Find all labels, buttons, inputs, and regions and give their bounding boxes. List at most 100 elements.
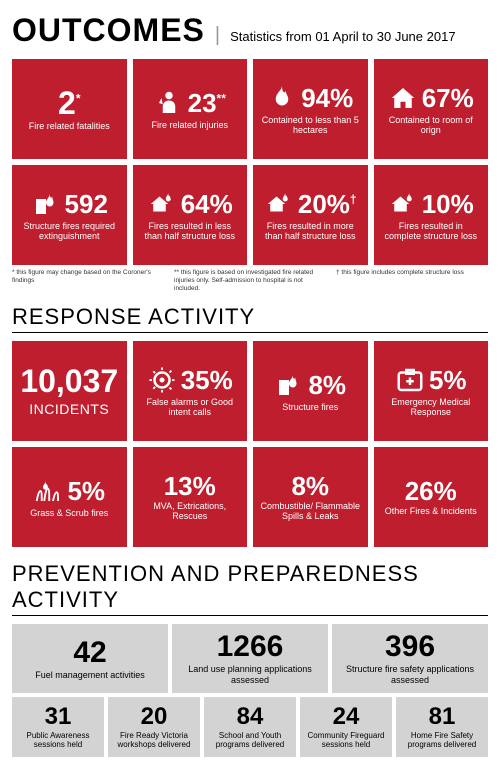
injury-icon xyxy=(154,88,184,118)
stat-card: 5% Emergency Medical Response xyxy=(374,341,489,441)
card-top: 8% xyxy=(274,370,346,400)
card-top: 23** xyxy=(154,88,226,118)
stat-value: 5% xyxy=(429,367,467,393)
stat-card: 26% Other Fires & Incidents xyxy=(374,447,489,547)
prevention-label: School and Youth programs delivered xyxy=(208,731,292,749)
stat-label: Other Fires & Incidents xyxy=(383,506,479,516)
stat-card: 20%† Fires resulted in more than half str… xyxy=(253,165,368,265)
card-top: 20%† xyxy=(264,189,357,219)
stat-card: 35% False alarms or Good intent calls xyxy=(133,341,248,441)
footnote: † this figure includes complete structur… xyxy=(336,269,488,292)
card-top: 10% xyxy=(388,189,474,219)
stat-superscript: * xyxy=(76,91,81,105)
outcomes-title: OUTCOMES xyxy=(12,12,205,49)
stat-card: 10,037INCIDENTS xyxy=(12,341,127,441)
prevention-card: 20 Fire Ready Victoria workshops delivere… xyxy=(108,697,200,757)
footnote: * this figure may change based on the Co… xyxy=(12,269,164,292)
stat-label: Combustible/ Flammable Spills & Leaks xyxy=(257,501,364,522)
medical-icon xyxy=(395,365,425,395)
stat-label: Structure fires required extinguishment xyxy=(16,221,123,242)
stat-value: 35% xyxy=(181,367,233,393)
card-top: 2* xyxy=(58,87,80,119)
stat-value: 2* xyxy=(58,87,80,119)
prevention-value: 31 xyxy=(45,705,72,729)
prevention-top-grid: 42 Fuel management activities 1266Land use… xyxy=(12,624,488,693)
stat-value: 20%† xyxy=(298,191,357,217)
card-top: 13% xyxy=(164,473,216,499)
stat-label: Contained to room of orign xyxy=(378,115,485,136)
grass-icon xyxy=(33,476,63,506)
stat-card: 8%Combustible/ Flammable Spills & Leaks xyxy=(253,447,368,547)
stat-value: 64% xyxy=(181,191,233,217)
stat-value: 592 xyxy=(65,191,108,217)
stat-label: Fires resulted in more than half structu… xyxy=(257,221,364,242)
prevention-value: 396 xyxy=(385,632,435,662)
stat-label: Fires resulted in complete structure los… xyxy=(378,221,485,242)
card-top: 64% xyxy=(147,189,233,219)
stat-value: 26% xyxy=(405,478,457,504)
card-top: 5% xyxy=(33,476,105,506)
prevention-label: Land use planning applications assessed xyxy=(176,664,324,685)
building-fire-icon xyxy=(31,189,61,219)
stat-value: 10,037 xyxy=(20,365,118,397)
stat-card: 94% Contained to less than 5 hectares xyxy=(253,59,368,159)
stat-card: 67% Contained to room of orign xyxy=(374,59,489,159)
stat-value: 8% xyxy=(291,473,329,499)
prevention-card: 31Public Awareness sessions held xyxy=(12,697,104,757)
stat-card: 5% Grass & Scrub fires xyxy=(12,447,127,547)
stat-card: 23** Fire related injuries xyxy=(133,59,248,159)
outcomes-footnotes: * this figure may change based on the Co… xyxy=(12,269,488,292)
flame-icon xyxy=(267,83,297,113)
building-fire-icon xyxy=(274,370,304,400)
prevention-card: 42 Fuel management activities xyxy=(12,624,168,693)
stat-card: 2* Fire related fatalities xyxy=(12,59,127,159)
subtitle: Statistics from 01 April to 30 June 2017 xyxy=(230,29,455,44)
stat-label: Emergency Medical Response xyxy=(378,397,485,418)
stat-value: 10% xyxy=(422,191,474,217)
stat-label: Contained to less than 5 hectares xyxy=(257,115,364,136)
stat-label: Fires resulted in less than half structu… xyxy=(137,221,244,242)
stat-value: 67% xyxy=(422,85,474,111)
stat-card: 592 Structure fires required extinguishme… xyxy=(12,165,127,265)
stat-value: 8% xyxy=(308,372,346,398)
prevention-bottom-grid: 31Public Awareness sessions held 20 Fire R… xyxy=(12,697,488,757)
stat-card: 13%MVA, Extrications, Rescues xyxy=(133,447,248,547)
stat-label: False alarms or Good intent calls xyxy=(137,397,244,418)
prevention-value: 81 xyxy=(429,705,456,729)
stat-label: Fire related injuries xyxy=(149,120,230,130)
prevention-card: 81 Home Fire Safety programs delivered xyxy=(396,697,488,757)
house-fire-icon xyxy=(264,189,294,219)
response-title: RESPONSE ACTIVITY xyxy=(12,304,488,333)
stat-label: Grass & Scrub fires xyxy=(28,508,110,518)
stat-label: MVA, Extrications, Rescues xyxy=(137,501,244,522)
stat-card: 64% Fires resulted in less than half stru… xyxy=(133,165,248,265)
prevention-card: 1266Land use planning applications asses… xyxy=(172,624,328,693)
house-fire-icon xyxy=(388,189,418,219)
prevention-value: 42 xyxy=(73,638,106,668)
card-top: 94% xyxy=(267,83,353,113)
stat-superscript: † xyxy=(350,192,357,206)
card-top: 5% xyxy=(395,365,467,395)
prevention-value: 20 xyxy=(141,705,168,729)
prevention-card: 396Structure fire safety applications as… xyxy=(332,624,488,693)
stat-value: 5% xyxy=(67,478,105,504)
stat-value: 94% xyxy=(301,85,353,111)
house-fire-icon xyxy=(147,189,177,219)
alarm-icon xyxy=(147,365,177,395)
prevention-card: 84 School and Youth programs delivered xyxy=(204,697,296,757)
outcomes-grid: 2* Fire related fatalities 23** Fire relate… xyxy=(12,59,488,265)
card-top: 8% xyxy=(291,473,329,499)
prevention-label: Home Fire Safety programs delivered xyxy=(400,731,484,749)
response-grid: 10,037INCIDENTS 35% False alarms or Good i… xyxy=(12,341,488,547)
stat-superscript: ** xyxy=(217,91,226,105)
prevention-value: 84 xyxy=(237,705,264,729)
stat-card: 8%Structure fires xyxy=(253,341,368,441)
footnote: ** this figure is based on investigated … xyxy=(174,269,326,292)
stat-label: Fire related fatalities xyxy=(27,121,112,131)
prevention-card: 24Community Fireguard sessions held xyxy=(300,697,392,757)
prevention-label: Fuel management activities xyxy=(35,670,145,680)
prevention-label: Fire Ready Victoria workshops delivered xyxy=(112,731,196,749)
page-header: OUTCOMES | Statistics from 01 April to 3… xyxy=(12,12,488,49)
card-top: 26% xyxy=(405,478,457,504)
card-top: 592 xyxy=(31,189,108,219)
